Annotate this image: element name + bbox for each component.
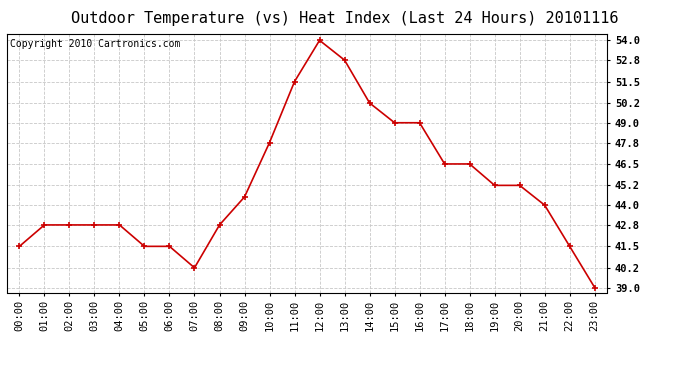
Text: Copyright 2010 Cartronics.com: Copyright 2010 Cartronics.com — [10, 39, 180, 49]
Text: Outdoor Temperature (vs) Heat Index (Last 24 Hours) 20101116: Outdoor Temperature (vs) Heat Index (Las… — [71, 11, 619, 26]
